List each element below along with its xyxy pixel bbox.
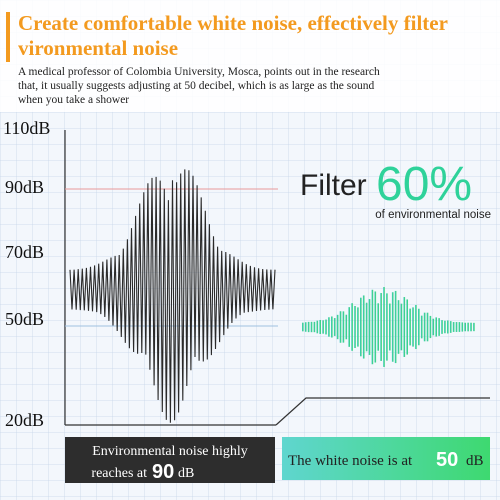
- waveform-bar: [391, 292, 394, 362]
- waveform-bar: [357, 307, 359, 347]
- environment-text: reaches at: [91, 466, 147, 481]
- step-line: [275, 397, 490, 426]
- waveform-bar: [348, 307, 350, 347]
- waveform-bar: [371, 289, 374, 365]
- waveform-bar: [302, 322, 304, 332]
- waveform-bar: [452, 322, 455, 332]
- waveform-bar: [449, 321, 452, 333]
- waveform-bar: [313, 321, 316, 333]
- axis-label: 110dB: [3, 118, 50, 138]
- white-noise-number: 50: [436, 449, 458, 471]
- waveform-bar: [429, 315, 432, 339]
- waveform-bar: [331, 316, 333, 338]
- waveform-bar: [467, 322, 469, 332]
- filter-word: Filter: [300, 169, 367, 202]
- description: A medical professor of Colombia Universi…: [18, 66, 380, 78]
- waveform-bar: [365, 302, 368, 352]
- accent-bar: [6, 12, 10, 62]
- waveform-bar: [435, 317, 437, 337]
- waveform-bar: [386, 293, 388, 361]
- waveform-bar: [316, 320, 319, 334]
- white-noise-unit: dB: [466, 453, 484, 469]
- waveform-bar: [441, 320, 443, 334]
- filter-percent: 60%: [376, 158, 472, 211]
- waveform-bar: [374, 291, 377, 363]
- waveform-bar: [336, 314, 339, 340]
- waveform-bar: [351, 303, 353, 351]
- waveform-bar: [362, 295, 365, 359]
- waveform-bar: [455, 322, 458, 332]
- waveform-bar: [389, 303, 391, 351]
- waveform-bar: [426, 312, 429, 342]
- waveform-bar: [333, 318, 336, 336]
- waveform-bar: [423, 312, 426, 342]
- waveform-bar: [415, 304, 417, 350]
- waveform-bar: [322, 320, 324, 334]
- header-background: [0, 0, 500, 112]
- waveform-bar: [377, 303, 379, 351]
- waveform-bar: [432, 318, 435, 336]
- waveform-bar: [342, 311, 345, 343]
- white-noise-waveform: [302, 287, 475, 367]
- waveform-bar: [339, 311, 342, 343]
- environment-text: Environmental noise highly: [92, 444, 248, 459]
- waveform-bar: [458, 322, 461, 332]
- waveform-bar: [470, 322, 472, 332]
- waveform-bar: [360, 297, 362, 357]
- environment-box: [65, 437, 275, 483]
- description: when you take a shower: [18, 94, 129, 106]
- waveform-bar: [328, 317, 330, 337]
- environment-number: 90: [152, 461, 174, 483]
- waveform-bar: [368, 299, 371, 355]
- waveform-bar: [383, 287, 385, 367]
- waveform-bar: [473, 322, 475, 332]
- axis-label: 90dB: [5, 177, 44, 197]
- waveform-bar: [444, 320, 446, 334]
- waveform-bar: [380, 293, 382, 361]
- waveform-bar: [409, 308, 411, 346]
- waveform-bar: [403, 297, 406, 357]
- white-noise-text: The white noise is at: [288, 453, 413, 469]
- title: vironmental noise: [18, 36, 178, 60]
- waveform-bar: [394, 290, 397, 364]
- axis-label: 50dB: [5, 309, 44, 329]
- waveform-bar: [420, 315, 423, 339]
- waveform-bar: [397, 300, 400, 354]
- description: that, it usually suggests adjusting at 5…: [18, 80, 374, 92]
- waveform-bar: [461, 322, 464, 332]
- axis-label: 70dB: [5, 242, 44, 262]
- filter-caption: of environmental noise: [375, 209, 491, 221]
- waveform-bar: [438, 318, 440, 336]
- waveform-bar: [406, 299, 408, 355]
- title: Create comfortable white noise, effectiv…: [18, 11, 448, 35]
- white-noise-box: [282, 437, 490, 480]
- waveform-bar: [307, 321, 310, 333]
- waveform-bar: [447, 320, 449, 334]
- waveform-bar: [464, 322, 466, 332]
- waveform-bar: [412, 307, 414, 347]
- environment-unit: dB: [178, 466, 194, 481]
- waveform-bar: [400, 303, 403, 351]
- waveform-bar: [345, 314, 348, 340]
- noise-waveform: [69, 169, 276, 423]
- waveform-bar: [325, 319, 327, 335]
- waveform-bar: [319, 319, 321, 335]
- axis-label: 20dB: [5, 410, 44, 430]
- waveform-bar: [310, 321, 313, 333]
- waveform-bar: [304, 322, 307, 332]
- waveform-bar: [418, 308, 420, 346]
- waveform-bar: [354, 306, 356, 348]
